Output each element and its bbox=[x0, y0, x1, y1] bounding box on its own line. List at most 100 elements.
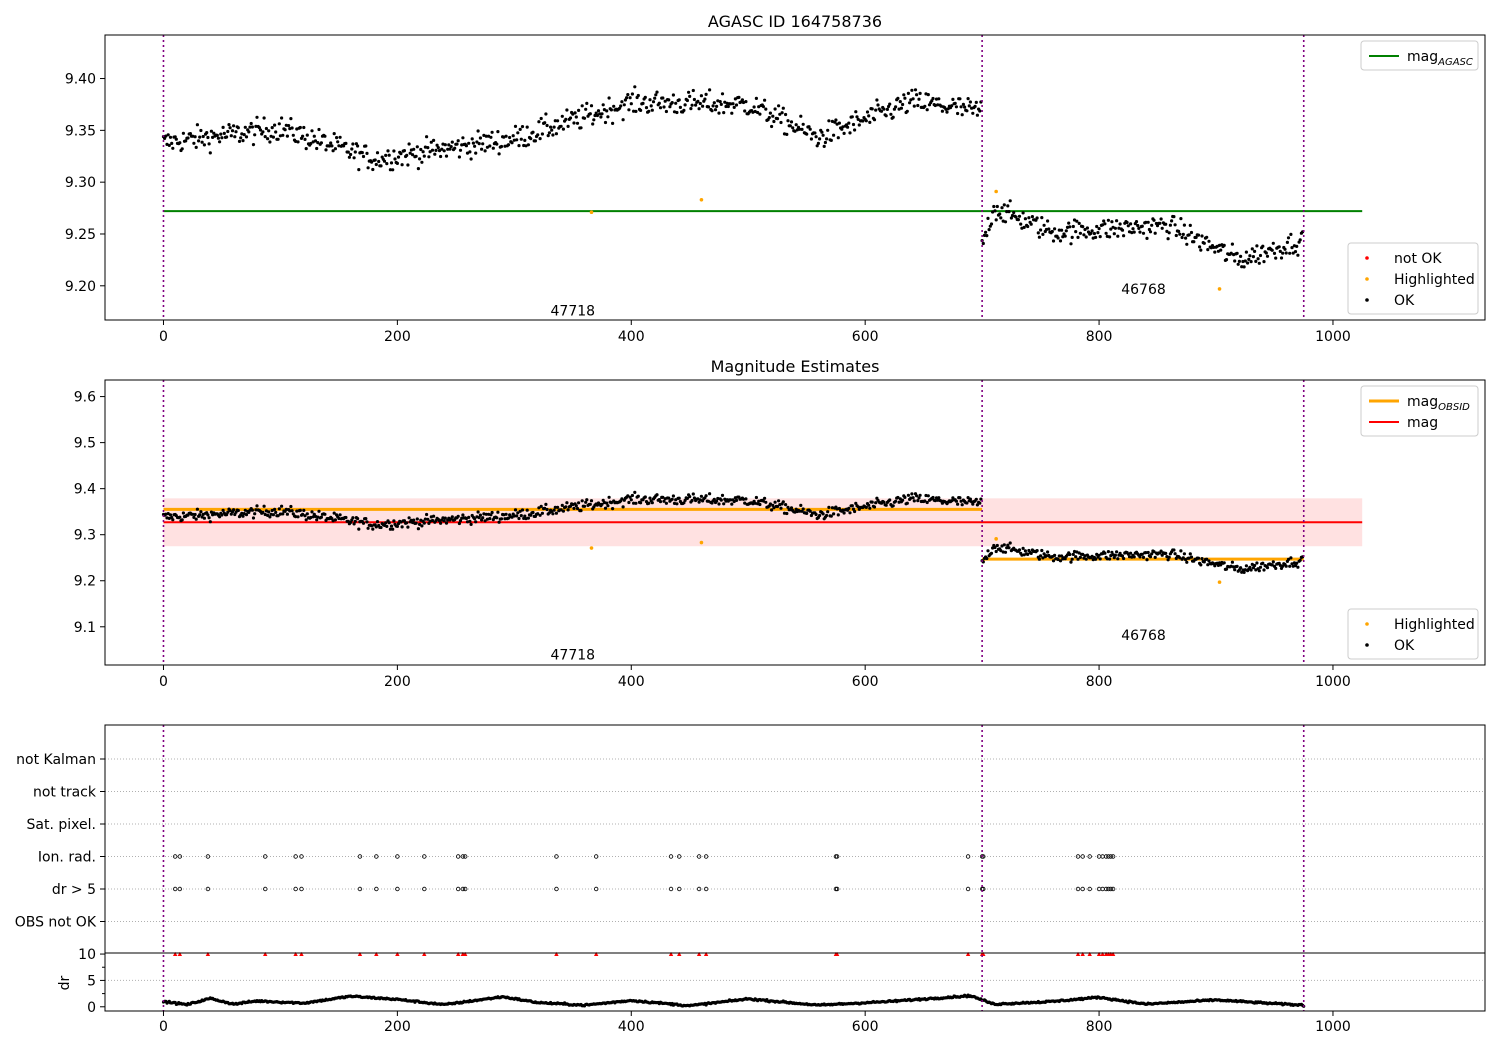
ok-point bbox=[729, 102, 733, 106]
ok-point bbox=[632, 109, 636, 113]
ok-point bbox=[1116, 234, 1120, 238]
ok-point bbox=[543, 506, 547, 510]
ok-point bbox=[392, 149, 396, 153]
ok-point bbox=[772, 506, 776, 510]
ok-point bbox=[916, 103, 920, 108]
ok-point bbox=[201, 134, 205, 139]
ok-point bbox=[931, 495, 935, 500]
ok-point bbox=[1021, 211, 1025, 215]
ok-point bbox=[1150, 223, 1154, 227]
ok-point bbox=[823, 140, 828, 145]
ok-point bbox=[270, 126, 274, 130]
ok-point bbox=[385, 524, 389, 529]
ok-point bbox=[639, 501, 643, 505]
ok-point bbox=[251, 143, 256, 147]
ok-point bbox=[283, 128, 287, 132]
ok-point bbox=[524, 144, 528, 148]
flag-point bbox=[668, 886, 674, 892]
ok-point bbox=[242, 133, 246, 137]
ok-point bbox=[805, 511, 809, 515]
ok-point bbox=[734, 498, 739, 502]
ok-point bbox=[716, 496, 720, 501]
ok-point bbox=[965, 501, 969, 505]
ok-point bbox=[1146, 550, 1150, 555]
dr-overflow-marker bbox=[668, 951, 674, 957]
ok-point bbox=[241, 139, 245, 143]
ok-point bbox=[434, 148, 438, 152]
ok-point bbox=[526, 143, 531, 147]
obsid-label: 47718 bbox=[551, 304, 596, 320]
ok-point bbox=[722, 111, 726, 115]
ok-point bbox=[731, 102, 735, 106]
ok-point bbox=[718, 100, 722, 104]
highlighted-point bbox=[699, 540, 704, 545]
ok-point bbox=[1158, 221, 1162, 225]
ok-point bbox=[677, 496, 681, 500]
ok-point bbox=[422, 521, 426, 525]
ok-point bbox=[385, 162, 389, 166]
ok-point bbox=[523, 514, 527, 518]
flag-point bbox=[299, 886, 304, 892]
ok-point bbox=[344, 141, 348, 145]
ok-point bbox=[1243, 259, 1247, 263]
ok-point bbox=[875, 98, 879, 102]
ok-point bbox=[979, 497, 983, 501]
ok-point bbox=[1003, 550, 1008, 554]
ok-point bbox=[432, 514, 436, 518]
ok-point bbox=[540, 132, 545, 136]
ok-point bbox=[1113, 226, 1117, 230]
ok-point bbox=[298, 508, 302, 512]
ok-point bbox=[1187, 233, 1191, 237]
ok-point bbox=[906, 493, 911, 497]
ok-point bbox=[206, 513, 210, 517]
ok-point bbox=[1270, 563, 1274, 567]
ok-point bbox=[1060, 554, 1064, 558]
ok-point bbox=[1068, 552, 1072, 557]
ok-point bbox=[971, 502, 975, 506]
ok-point bbox=[1293, 564, 1298, 568]
ok-point bbox=[696, 497, 700, 501]
ok-point bbox=[232, 508, 236, 512]
ok-point bbox=[1136, 223, 1140, 228]
panel-1-title: AGASC ID 164758736 bbox=[708, 12, 882, 31]
ok-point bbox=[664, 501, 669, 505]
ok-point bbox=[552, 125, 556, 129]
ok-point bbox=[1044, 554, 1048, 558]
ok-point bbox=[352, 522, 356, 526]
ok-point bbox=[582, 504, 587, 508]
ok-point bbox=[850, 115, 854, 119]
ok-point bbox=[1242, 570, 1246, 575]
ok-point bbox=[1108, 235, 1112, 239]
dr-overflow-marker bbox=[1110, 951, 1116, 957]
ok-point bbox=[468, 519, 472, 523]
ok-point bbox=[773, 500, 777, 504]
ok-point bbox=[848, 131, 852, 135]
ok-point bbox=[1261, 561, 1265, 565]
ok-point bbox=[414, 521, 418, 525]
ok-point bbox=[344, 515, 348, 520]
ok-point bbox=[1075, 219, 1079, 223]
ok-point bbox=[915, 494, 919, 498]
ok-point bbox=[591, 122, 595, 126]
ok-point bbox=[277, 122, 281, 126]
ok-point bbox=[442, 149, 446, 153]
ok-point bbox=[1070, 557, 1074, 561]
ok-point bbox=[968, 497, 973, 501]
ok-point bbox=[1145, 236, 1149, 240]
ok-point bbox=[896, 96, 900, 100]
ok-point bbox=[229, 134, 233, 138]
ok-point bbox=[267, 510, 271, 514]
ok-point bbox=[837, 121, 842, 125]
flag-row-label: not track bbox=[33, 785, 97, 801]
ok-point bbox=[194, 517, 198, 521]
ok-point bbox=[758, 112, 762, 116]
flag-point bbox=[1096, 886, 1102, 892]
panel-3-axes: not Kalman not track Sat. pixel. Ion. rad. d… bbox=[15, 752, 1351, 1035]
ok-point bbox=[171, 518, 175, 522]
dr-overflow-marker bbox=[172, 951, 178, 957]
ok-point bbox=[280, 116, 284, 120]
ok-point bbox=[266, 513, 270, 518]
ok-point bbox=[1188, 552, 1192, 556]
ok-point bbox=[1098, 235, 1102, 239]
ok-point bbox=[887, 104, 891, 109]
